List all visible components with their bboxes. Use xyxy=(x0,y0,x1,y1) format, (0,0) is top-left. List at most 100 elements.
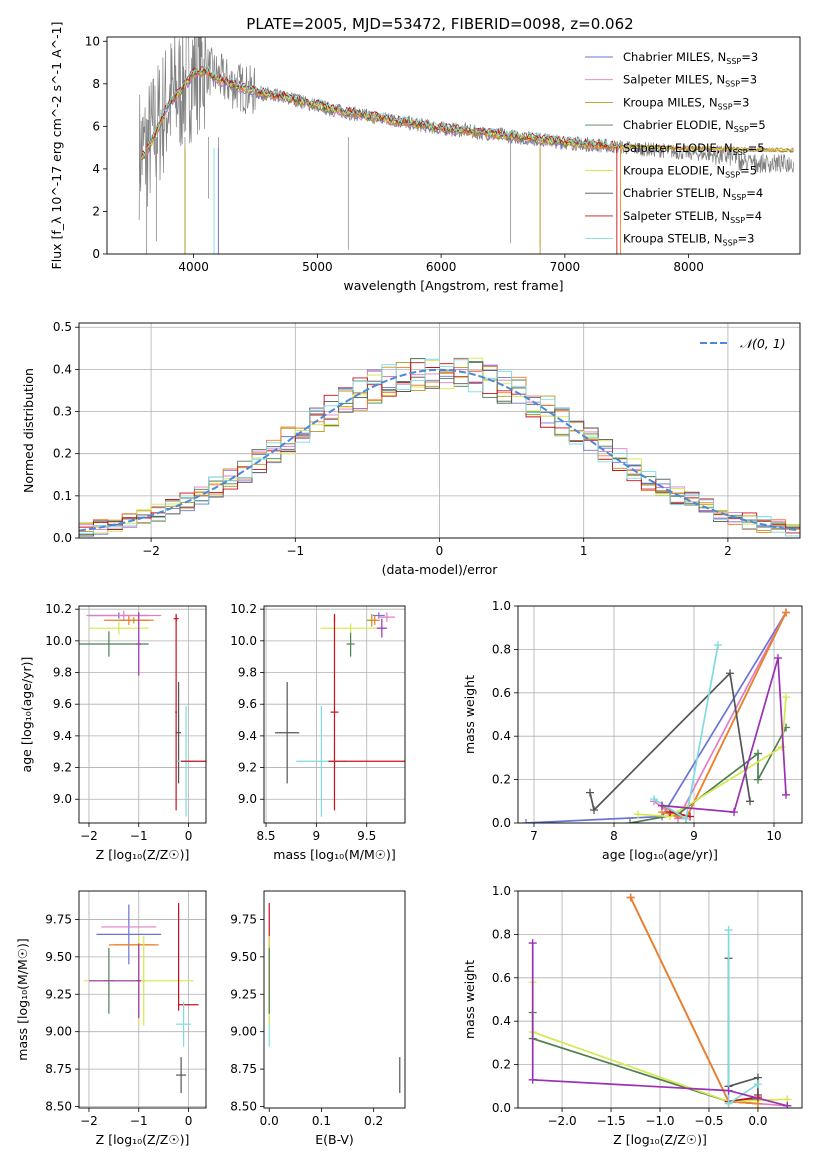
axes-frame xyxy=(78,890,207,1109)
y-tick-label: 9.00 xyxy=(45,1025,72,1039)
x-tick-label: −1 xyxy=(130,1114,148,1128)
x-axis-label: wavelength [Angstrom, rest frame] xyxy=(343,278,563,293)
x-tick-label: 0 xyxy=(436,544,444,558)
legend-label: 𝒩(0, 1) xyxy=(740,336,786,351)
y-axis-label: age [log₁₀(age/yr)] xyxy=(19,657,34,773)
y-tick-label: 0.5 xyxy=(53,320,72,334)
y-tick-label: 9.50 xyxy=(45,950,72,964)
x-tick-label: −2 xyxy=(142,544,160,558)
series-marker xyxy=(724,1086,733,1095)
series-line-1 xyxy=(653,612,787,820)
series-line-3 xyxy=(531,1012,758,1103)
x-tick-label: 9.5 xyxy=(357,829,376,843)
y-tick-label: 9.8 xyxy=(53,666,72,680)
plot-area xyxy=(79,610,206,817)
legend-label-prefix: Kroupa ELODIE, N xyxy=(623,164,725,178)
plot-area xyxy=(275,612,405,817)
series-marker xyxy=(782,790,790,799)
y-tick-label: 9.2 xyxy=(53,761,72,775)
x-axis-label: Z [log₁₀(Z/Z☉)] xyxy=(96,1132,190,1147)
panel-massweight-vs-age: 7 8 9 10 0.0 0.2 0.4 0.6 0.8 1.0 age [log₁₀(age/yr… xyxy=(462,599,803,862)
y-tick-label: 6 xyxy=(92,119,100,133)
y-tick-label: 0.2 xyxy=(53,447,72,461)
y-tick-label: 9.8 xyxy=(238,666,257,680)
series-marker xyxy=(590,805,598,814)
y-tick-label: 10 xyxy=(85,34,100,48)
y-tick-label: 10.0 xyxy=(45,634,72,648)
histogram-7 xyxy=(79,362,800,534)
x-tick-label: 6000 xyxy=(426,260,457,274)
residuals-plot-area xyxy=(79,357,800,537)
x-tick-label: 7 xyxy=(530,829,538,843)
histogram-0 xyxy=(79,357,800,537)
y-tick-label: 0.8 xyxy=(492,642,511,656)
series-marker xyxy=(778,743,786,752)
x-tick-label: 9 xyxy=(690,829,698,843)
series-marker xyxy=(626,819,634,823)
series-marker xyxy=(724,1099,733,1108)
y-tick-label: 0.0 xyxy=(492,816,511,830)
axes-frame xyxy=(106,36,801,255)
series-line-6 xyxy=(589,671,751,812)
legend-label: Salpeter ELODIE, NSSP=5 xyxy=(623,141,765,157)
y-tick-label: 9.50 xyxy=(230,950,257,964)
series-marker xyxy=(528,1075,537,1084)
legend-label-suffix: =4 xyxy=(746,186,763,200)
x-tick-label: 10 xyxy=(766,829,781,843)
y-tick-label: 0.0 xyxy=(492,1101,511,1115)
y-tick-label: 9.0 xyxy=(53,792,72,806)
series-marker xyxy=(714,641,722,650)
y-tick-label: 0.2 xyxy=(492,773,511,787)
model-curve-7 xyxy=(141,66,621,158)
series-marker xyxy=(626,893,635,902)
legend-label: Kroupa STELIB, NSSP=3 xyxy=(623,232,754,248)
legend-label-suffix: =3 xyxy=(733,95,750,109)
x-axis-label: age [log₁₀(age/yr)] xyxy=(602,847,718,862)
legend-label: Salpeter MILES, NSSP=3 xyxy=(623,73,757,89)
y-tick-label: 0.4 xyxy=(492,729,511,743)
legend-label-sub: SSP xyxy=(733,148,748,157)
legend-label: Chabrier STELIB, NSSP=4 xyxy=(623,186,763,202)
series-marker xyxy=(522,819,530,823)
y-tick-label: 0.4 xyxy=(492,1014,511,1028)
panel-age-vs-Z: −2 −1 0 9.0 9.2 9.4 9.6 9.8 10.0 10.2 Z [log₁₀(Z/Z… xyxy=(19,602,207,862)
legend-label-prefix: Salpeter ELODIE, N xyxy=(623,141,733,155)
series-marker xyxy=(658,801,666,810)
y-tick-label: 9.4 xyxy=(53,729,72,743)
model-curve-5 xyxy=(141,66,794,159)
histogram-1 xyxy=(79,365,800,532)
y-tick-label: 0.6 xyxy=(492,686,511,700)
x-tick-label: 0.0 xyxy=(260,1114,279,1128)
legend-label-sub: SSP xyxy=(718,102,733,111)
panel-spectrum: 4000 5000 6000 7000 8000 0 2 4 6 8 10 wavelength [A… xyxy=(49,22,801,293)
y-tick-label: 4 xyxy=(92,162,100,176)
x-tick-label: 0 xyxy=(185,829,193,843)
y-tick-label: 9.75 xyxy=(45,912,72,926)
y-tick-label: 1.0 xyxy=(492,884,511,898)
x-tick-label: 1 xyxy=(580,544,588,558)
panel-massweight-vs-Z: −2.0 −1.5 −1.0 −0.5 0.0 0.0 0.2 0.4 0.6 0.8 1.0 Z [… xyxy=(462,884,803,1147)
legend-label-sub: SSP xyxy=(731,193,746,202)
series-marker xyxy=(528,939,537,948)
series-marker xyxy=(783,1101,792,1108)
panel-mass-vs-Z: −2 −1 0 8.50 8.75 9.00 9.25 9.50 9.75 Z [log₁₀(Z/… xyxy=(15,890,207,1147)
y-axis-label: Flux [f_λ 10^-17 erg cm^-2 s^-1 A^-1] xyxy=(49,22,64,270)
x-tick-label: 0.2 xyxy=(364,1114,383,1128)
series-marker xyxy=(782,693,790,702)
legend-label-suffix: =3 xyxy=(740,73,757,87)
legend-label-suffix: =3 xyxy=(741,50,758,64)
y-axis-label: mass weight xyxy=(462,960,477,1039)
y-tick-label: 9.75 xyxy=(230,912,257,926)
y-tick-label: 9.25 xyxy=(230,987,257,1001)
legend-label: Salpeter STELIB, NSSP=4 xyxy=(623,209,762,225)
plot-area xyxy=(268,902,401,1094)
legend-label: Kroupa MILES, NSSP=3 xyxy=(623,95,749,111)
series-marker xyxy=(730,808,738,817)
x-axis-label: (data-model)/error xyxy=(382,562,499,577)
series-marker xyxy=(724,926,733,935)
y-tick-label: 0.1 xyxy=(53,489,72,503)
y-tick-label: 0 xyxy=(92,247,100,261)
panel-age-vs-mass: 8.5 9 9.5 9.0 9.2 9.4 9.6 9.8 10.0 10.2 mass [log₁… xyxy=(230,602,406,862)
y-tick-label: 8.50 xyxy=(45,1100,72,1114)
